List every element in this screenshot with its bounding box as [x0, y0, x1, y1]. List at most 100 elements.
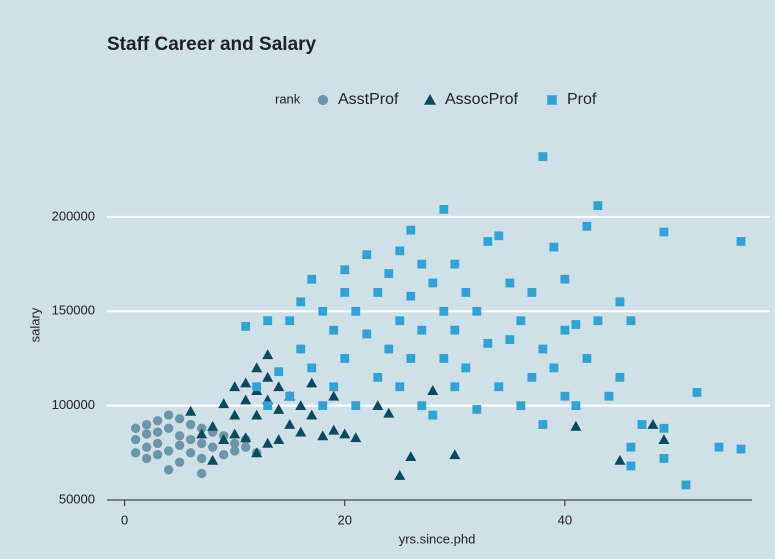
point: [295, 426, 307, 437]
point: [461, 363, 471, 373]
point: [383, 407, 395, 418]
point: [241, 321, 251, 331]
point: [472, 405, 482, 414]
point: [417, 259, 427, 269]
point: [251, 362, 263, 373]
legend-marker: [547, 95, 557, 105]
point: [230, 438, 240, 449]
point: [450, 325, 460, 335]
point: [152, 438, 163, 449]
point: [395, 316, 405, 326]
point: [340, 265, 350, 275]
point: [240, 377, 252, 388]
y-tick-label: 100000: [52, 397, 95, 412]
point: [384, 269, 394, 278]
point: [560, 274, 570, 284]
y-tick-label: 150000: [52, 303, 95, 318]
point: [274, 367, 284, 377]
point: [152, 450, 163, 460]
point: [659, 423, 669, 433]
point: [362, 250, 372, 260]
point: [130, 434, 141, 445]
point: [218, 398, 230, 409]
point: [428, 278, 438, 288]
point: [659, 454, 669, 463]
point: [196, 428, 208, 439]
point: [362, 329, 372, 339]
point: [714, 442, 724, 452]
point: [340, 354, 350, 363]
point: [163, 465, 174, 475]
point: [549, 242, 559, 252]
chart-title: Staff Career and Salary: [107, 34, 317, 55]
point: [659, 227, 669, 237]
point: [406, 354, 416, 363]
point: [593, 201, 603, 211]
point: [373, 288, 383, 297]
point: [394, 469, 406, 480]
point: [329, 325, 339, 335]
x-tick-label: 40: [558, 512, 572, 527]
point: [516, 401, 526, 411]
point: [339, 428, 351, 439]
point: [582, 221, 592, 231]
point: [516, 316, 526, 326]
point: [318, 401, 328, 411]
legend-label: Prof: [567, 91, 597, 108]
point: [351, 306, 361, 316]
point: [549, 363, 559, 373]
point: [570, 420, 582, 431]
x-axis-label: yrs.since.phd: [399, 531, 476, 546]
point: [130, 423, 141, 433]
point: [483, 338, 493, 348]
point: [461, 288, 471, 297]
point: [174, 431, 185, 441]
point: [505, 278, 515, 288]
point: [527, 372, 537, 382]
point: [174, 457, 185, 467]
point: [306, 409, 318, 420]
point: [340, 288, 350, 297]
legend-marker: [424, 94, 436, 105]
legend-label: AssocProf: [445, 91, 518, 108]
point: [141, 429, 152, 439]
point: [450, 259, 460, 269]
point: [163, 423, 174, 433]
point: [395, 382, 405, 392]
point: [494, 231, 504, 241]
point: [273, 403, 285, 414]
point: [428, 410, 438, 420]
point: [329, 382, 339, 392]
point: [152, 416, 163, 426]
point: [604, 391, 614, 401]
x-tick-label: 0: [121, 512, 128, 527]
point: [417, 401, 427, 411]
point: [417, 325, 427, 335]
point: [318, 306, 328, 316]
point: [681, 480, 691, 490]
point: [273, 381, 285, 392]
point: [163, 446, 174, 456]
legend-label: AsstProf: [338, 91, 399, 108]
point: [560, 391, 570, 401]
point: [230, 446, 240, 456]
point: [328, 424, 340, 435]
point: [449, 449, 461, 460]
point: [647, 419, 659, 429]
point: [295, 400, 307, 411]
legend-marker: [317, 94, 329, 106]
point: [527, 288, 537, 297]
point: [405, 451, 417, 461]
y-tick-label: 200000: [52, 208, 95, 223]
point: [736, 444, 746, 454]
point: [130, 448, 141, 458]
point: [351, 401, 361, 411]
point: [185, 448, 196, 458]
point: [472, 306, 482, 316]
point: [284, 419, 296, 429]
point: [692, 388, 702, 397]
point: [307, 274, 317, 284]
point: [240, 394, 252, 405]
point: [615, 372, 625, 382]
